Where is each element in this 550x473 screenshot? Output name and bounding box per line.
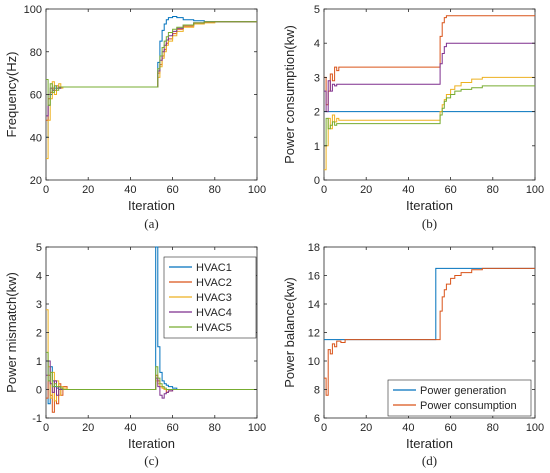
- panel-caption: (b): [422, 216, 437, 231]
- y-tick-label: 3: [314, 72, 320, 84]
- y-tick-label: 18: [308, 242, 320, 254]
- y-tick-label: 4: [36, 271, 42, 283]
- y-tick-label: 1: [314, 141, 320, 153]
- x-tick-label: 20: [360, 422, 372, 434]
- legend-entry: HVAC3: [196, 292, 232, 304]
- legend: Power generation Power consumption: [387, 379, 532, 417]
- plot-area: [45, 8, 258, 181]
- x-tick-label: 80: [209, 184, 221, 196]
- y-tick-label: 40: [30, 132, 42, 144]
- x-tick-label: 20: [82, 184, 94, 196]
- legend-entry: HVAC1: [196, 262, 232, 274]
- y-tick-label: 6: [314, 413, 320, 425]
- x-tick-label: 0: [43, 422, 49, 434]
- x-tick-label: 20: [82, 422, 94, 434]
- x-tick-label: 60: [166, 422, 178, 434]
- x-tick-label: 60: [166, 184, 178, 196]
- x-tick-label: 40: [402, 422, 414, 434]
- legend-entry: HVAC2: [196, 277, 232, 289]
- x-tick-label: 100: [248, 422, 266, 434]
- x-tick-label: 80: [487, 184, 499, 196]
- x-tick-label: 0: [321, 422, 327, 434]
- y-tick-label: 100: [24, 4, 42, 16]
- x-tick-label: 100: [526, 422, 544, 434]
- legend-entry: Power generation: [420, 385, 506, 397]
- x-tick-label: 40: [124, 184, 136, 196]
- legend: HVAC1 HVAC2 HVAC3 HVAC4 HVAC5: [163, 256, 257, 339]
- x-tick-label: 60: [444, 422, 456, 434]
- x-tick-label: 60: [444, 184, 456, 196]
- x-tick-label: 100: [248, 184, 266, 196]
- y-tick-label: 3: [36, 299, 42, 311]
- series-line-5: [324, 85, 535, 147]
- x-tick-label: 0: [321, 184, 327, 196]
- y-axis-label: Power mismatch(kw): [4, 272, 19, 393]
- y-tick-label: 16: [308, 271, 320, 283]
- x-tick-label: 100: [526, 184, 544, 196]
- y-tick-label: 60: [30, 90, 42, 102]
- x-axis-label: Iteration: [406, 436, 453, 451]
- y-tick-label: 10: [308, 356, 320, 368]
- series-line-4: [324, 42, 535, 113]
- y-tick-label: 20: [30, 175, 42, 187]
- y-tick-label: 5: [314, 4, 320, 16]
- panel-a: 0 20 40 60 80 10020406080100IterationFrequenc…: [4, 4, 266, 231]
- series-line-2: [324, 15, 535, 106]
- plot-area: [323, 8, 536, 181]
- x-tick-label: 20: [360, 184, 372, 196]
- y-tick-label: 1: [36, 356, 42, 368]
- y-tick-label: 14: [308, 299, 320, 311]
- series-line-5: [46, 21, 257, 106]
- panel-caption: (a): [144, 216, 158, 231]
- y-tick-label: 80: [30, 47, 42, 59]
- y-tick-label: -1: [32, 413, 42, 425]
- legend-entry: HVAC5: [196, 322, 232, 334]
- x-tick-label: 40: [124, 422, 136, 434]
- y-tick-label: 2: [36, 328, 42, 340]
- x-tick-label: 80: [487, 422, 499, 434]
- panel-caption: (d): [422, 453, 437, 468]
- y-tick-label: 4: [314, 38, 320, 50]
- x-axis-label: Iteration: [128, 436, 175, 451]
- y-tick-label: 8: [314, 385, 320, 397]
- y-axis-label: Frequency(Hz): [4, 52, 19, 138]
- panel-caption: (c): [144, 453, 158, 468]
- y-tick-label: 5: [36, 242, 42, 254]
- y-tick-label: 2: [314, 107, 320, 119]
- x-tick-label: 0: [43, 184, 49, 196]
- legend-box: [387, 379, 532, 417]
- series-line-power-consumption: [324, 267, 535, 396]
- panel-d: 0 20 40 60 80 100 6 8 10 12 14 16 18 Iteration Power b…: [282, 242, 544, 468]
- legend-entry: Power consumption: [420, 400, 517, 412]
- x-axis-label: Iteration: [406, 198, 453, 213]
- y-axis-label: Power consumption(kw): [282, 25, 297, 164]
- y-tick-label: 0: [36, 385, 42, 397]
- y-axis-label: Power balance(kw): [282, 277, 297, 388]
- x-tick-label: 40: [402, 184, 414, 196]
- series-line-hvac5: [46, 351, 257, 390]
- series-line-3: [324, 76, 535, 171]
- y-tick-label: 0: [314, 175, 320, 187]
- x-tick-label: 80: [209, 422, 221, 434]
- panel-b: 0 20 40 60 80 100 0 1 2 3 4 5 Iteration Power consump…: [282, 4, 544, 231]
- y-tick-label: 12: [308, 328, 320, 340]
- x-axis-label: Iteration: [128, 198, 175, 213]
- legend-entry: HVAC4: [196, 307, 232, 319]
